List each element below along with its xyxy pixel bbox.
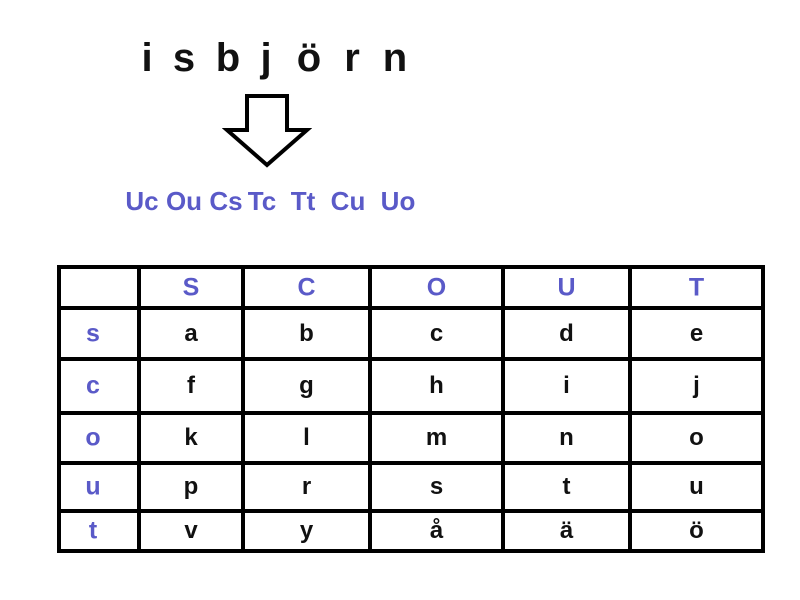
encoded-pair: Cs bbox=[209, 186, 243, 216]
encoded-pair: Uc bbox=[125, 186, 159, 216]
table-cell: u bbox=[689, 473, 704, 500]
row-header: o bbox=[85, 423, 101, 452]
table-grid-line bbox=[241, 265, 245, 553]
column-header: C bbox=[297, 273, 316, 301]
table-cell: å bbox=[429, 517, 444, 544]
table-grid-line bbox=[57, 461, 765, 465]
table-cell: a bbox=[184, 319, 198, 347]
table-cell: g bbox=[299, 372, 314, 399]
table-grid-line bbox=[57, 265, 61, 553]
table-cell: m bbox=[425, 424, 448, 451]
column-header: S bbox=[182, 273, 200, 301]
table-cell: ä bbox=[559, 517, 574, 544]
encoded-pair: Tc bbox=[247, 186, 277, 216]
table-cell: n bbox=[559, 424, 574, 451]
down-arrow-icon bbox=[222, 94, 312, 168]
table-grid-line bbox=[57, 411, 765, 415]
encoded-pair: Tt bbox=[290, 186, 316, 216]
table-grid-line bbox=[368, 265, 372, 553]
table-cell: h bbox=[429, 372, 444, 399]
table-cell: v bbox=[184, 517, 198, 544]
table-grid-line bbox=[501, 265, 505, 553]
row-header: u bbox=[85, 472, 101, 501]
word-letter: r bbox=[344, 36, 360, 80]
table-cell: d bbox=[559, 319, 574, 347]
word-letter: j bbox=[260, 36, 272, 80]
row-header: c bbox=[86, 371, 100, 400]
table-cell: o bbox=[689, 424, 704, 451]
word-letter: n bbox=[382, 36, 408, 80]
table-grid-line bbox=[628, 265, 632, 553]
table-cell: y bbox=[299, 517, 314, 544]
word-letter: s bbox=[172, 36, 196, 80]
word-letter: b bbox=[215, 36, 241, 80]
table-cell: p bbox=[183, 473, 199, 500]
table-cell: t bbox=[562, 473, 571, 500]
table-cell: i bbox=[563, 372, 570, 399]
table-grid-line bbox=[57, 357, 765, 361]
table-cell: s bbox=[429, 473, 444, 500]
table-cell: b bbox=[299, 319, 314, 347]
table-cell: k bbox=[184, 424, 198, 451]
table-grid-line bbox=[57, 265, 765, 269]
column-header: T bbox=[688, 273, 705, 301]
column-header: U bbox=[557, 273, 576, 301]
table-grid-line bbox=[57, 306, 765, 310]
table-cell: r bbox=[301, 473, 312, 500]
table-cell: j bbox=[693, 372, 700, 399]
word-letter: i bbox=[141, 36, 153, 80]
column-header: O bbox=[426, 273, 447, 301]
table-grid-line bbox=[761, 265, 765, 553]
row-header: t bbox=[88, 516, 98, 545]
table-grid-line bbox=[57, 509, 765, 513]
row-header: s bbox=[86, 319, 100, 347]
table-grid-line bbox=[137, 265, 141, 553]
table-cell: f bbox=[187, 372, 195, 399]
table-cell: c bbox=[429, 319, 444, 347]
plain-word: i s b j ö r n bbox=[0, 36, 800, 86]
encoded-pair: Uo bbox=[380, 186, 416, 216]
table-cell: l bbox=[303, 424, 310, 451]
table-cell: ö bbox=[689, 517, 704, 544]
table-grid-line bbox=[57, 549, 765, 553]
encoded-pair: Cu bbox=[330, 186, 366, 216]
encoded-word: Uc Ou Cs Tc Tt Cu Uo bbox=[0, 186, 800, 220]
word-letter: ö bbox=[296, 36, 322, 80]
table-cell: e bbox=[689, 319, 704, 347]
encoded-pair: Ou bbox=[165, 186, 203, 216]
